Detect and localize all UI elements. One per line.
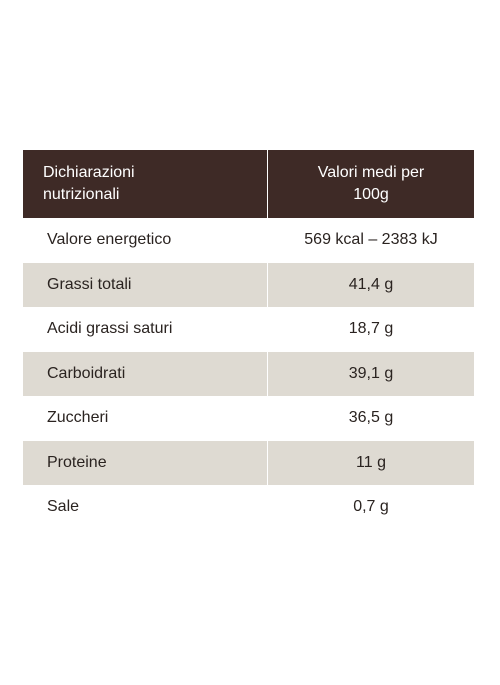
table-row-saturated-fat: Acidi grassi saturi 18,7 g xyxy=(23,307,474,352)
header-cell-average-values: Valori medi per 100g xyxy=(267,150,474,218)
table-header: Dichiarazioni nutrizionali Valori medi p… xyxy=(23,150,474,218)
row-label: Carboidrati xyxy=(47,364,126,382)
table-row-sugars: Zuccheri 36,5 g xyxy=(23,396,474,441)
row-label: Proteine xyxy=(47,453,107,471)
row-value: 11 g xyxy=(267,440,474,485)
row-value: 41,4 g xyxy=(267,262,474,307)
row-value: 569 kcal – 2383 kJ xyxy=(267,218,474,263)
row-label: Valore energetico xyxy=(47,231,172,249)
table-row-total-fat: Grassi totali 41,4 g xyxy=(23,262,474,307)
row-label: Zuccheri xyxy=(47,409,109,427)
row-value: 36,5 g xyxy=(267,396,474,441)
row-value: 39,1 g xyxy=(267,351,474,396)
table-row-energy: Valore energetico 569 kcal – 2383 kJ xyxy=(23,218,474,263)
row-label: Grassi totali xyxy=(47,275,132,293)
header-cell-declarations: Dichiarazioni nutrizionali xyxy=(23,150,267,218)
table-row-salt: Sale 0,7 g xyxy=(23,485,474,530)
header-average-values-label: Valori medi per 100g xyxy=(317,164,425,203)
row-label: Acidi grassi saturi xyxy=(47,320,173,338)
table-row-carbohydrates: Carboidrati 39,1 g xyxy=(23,351,474,396)
header-declarations-label: Dichiarazioni nutrizionali xyxy=(43,164,135,203)
row-value: 18,7 g xyxy=(267,307,474,352)
nutrition-table: Dichiarazioni nutrizionali Valori medi p… xyxy=(23,150,474,530)
row-value: 0,7 g xyxy=(267,485,474,530)
row-label: Sale xyxy=(47,498,80,516)
table-row-proteins: Proteine 11 g xyxy=(23,440,474,485)
